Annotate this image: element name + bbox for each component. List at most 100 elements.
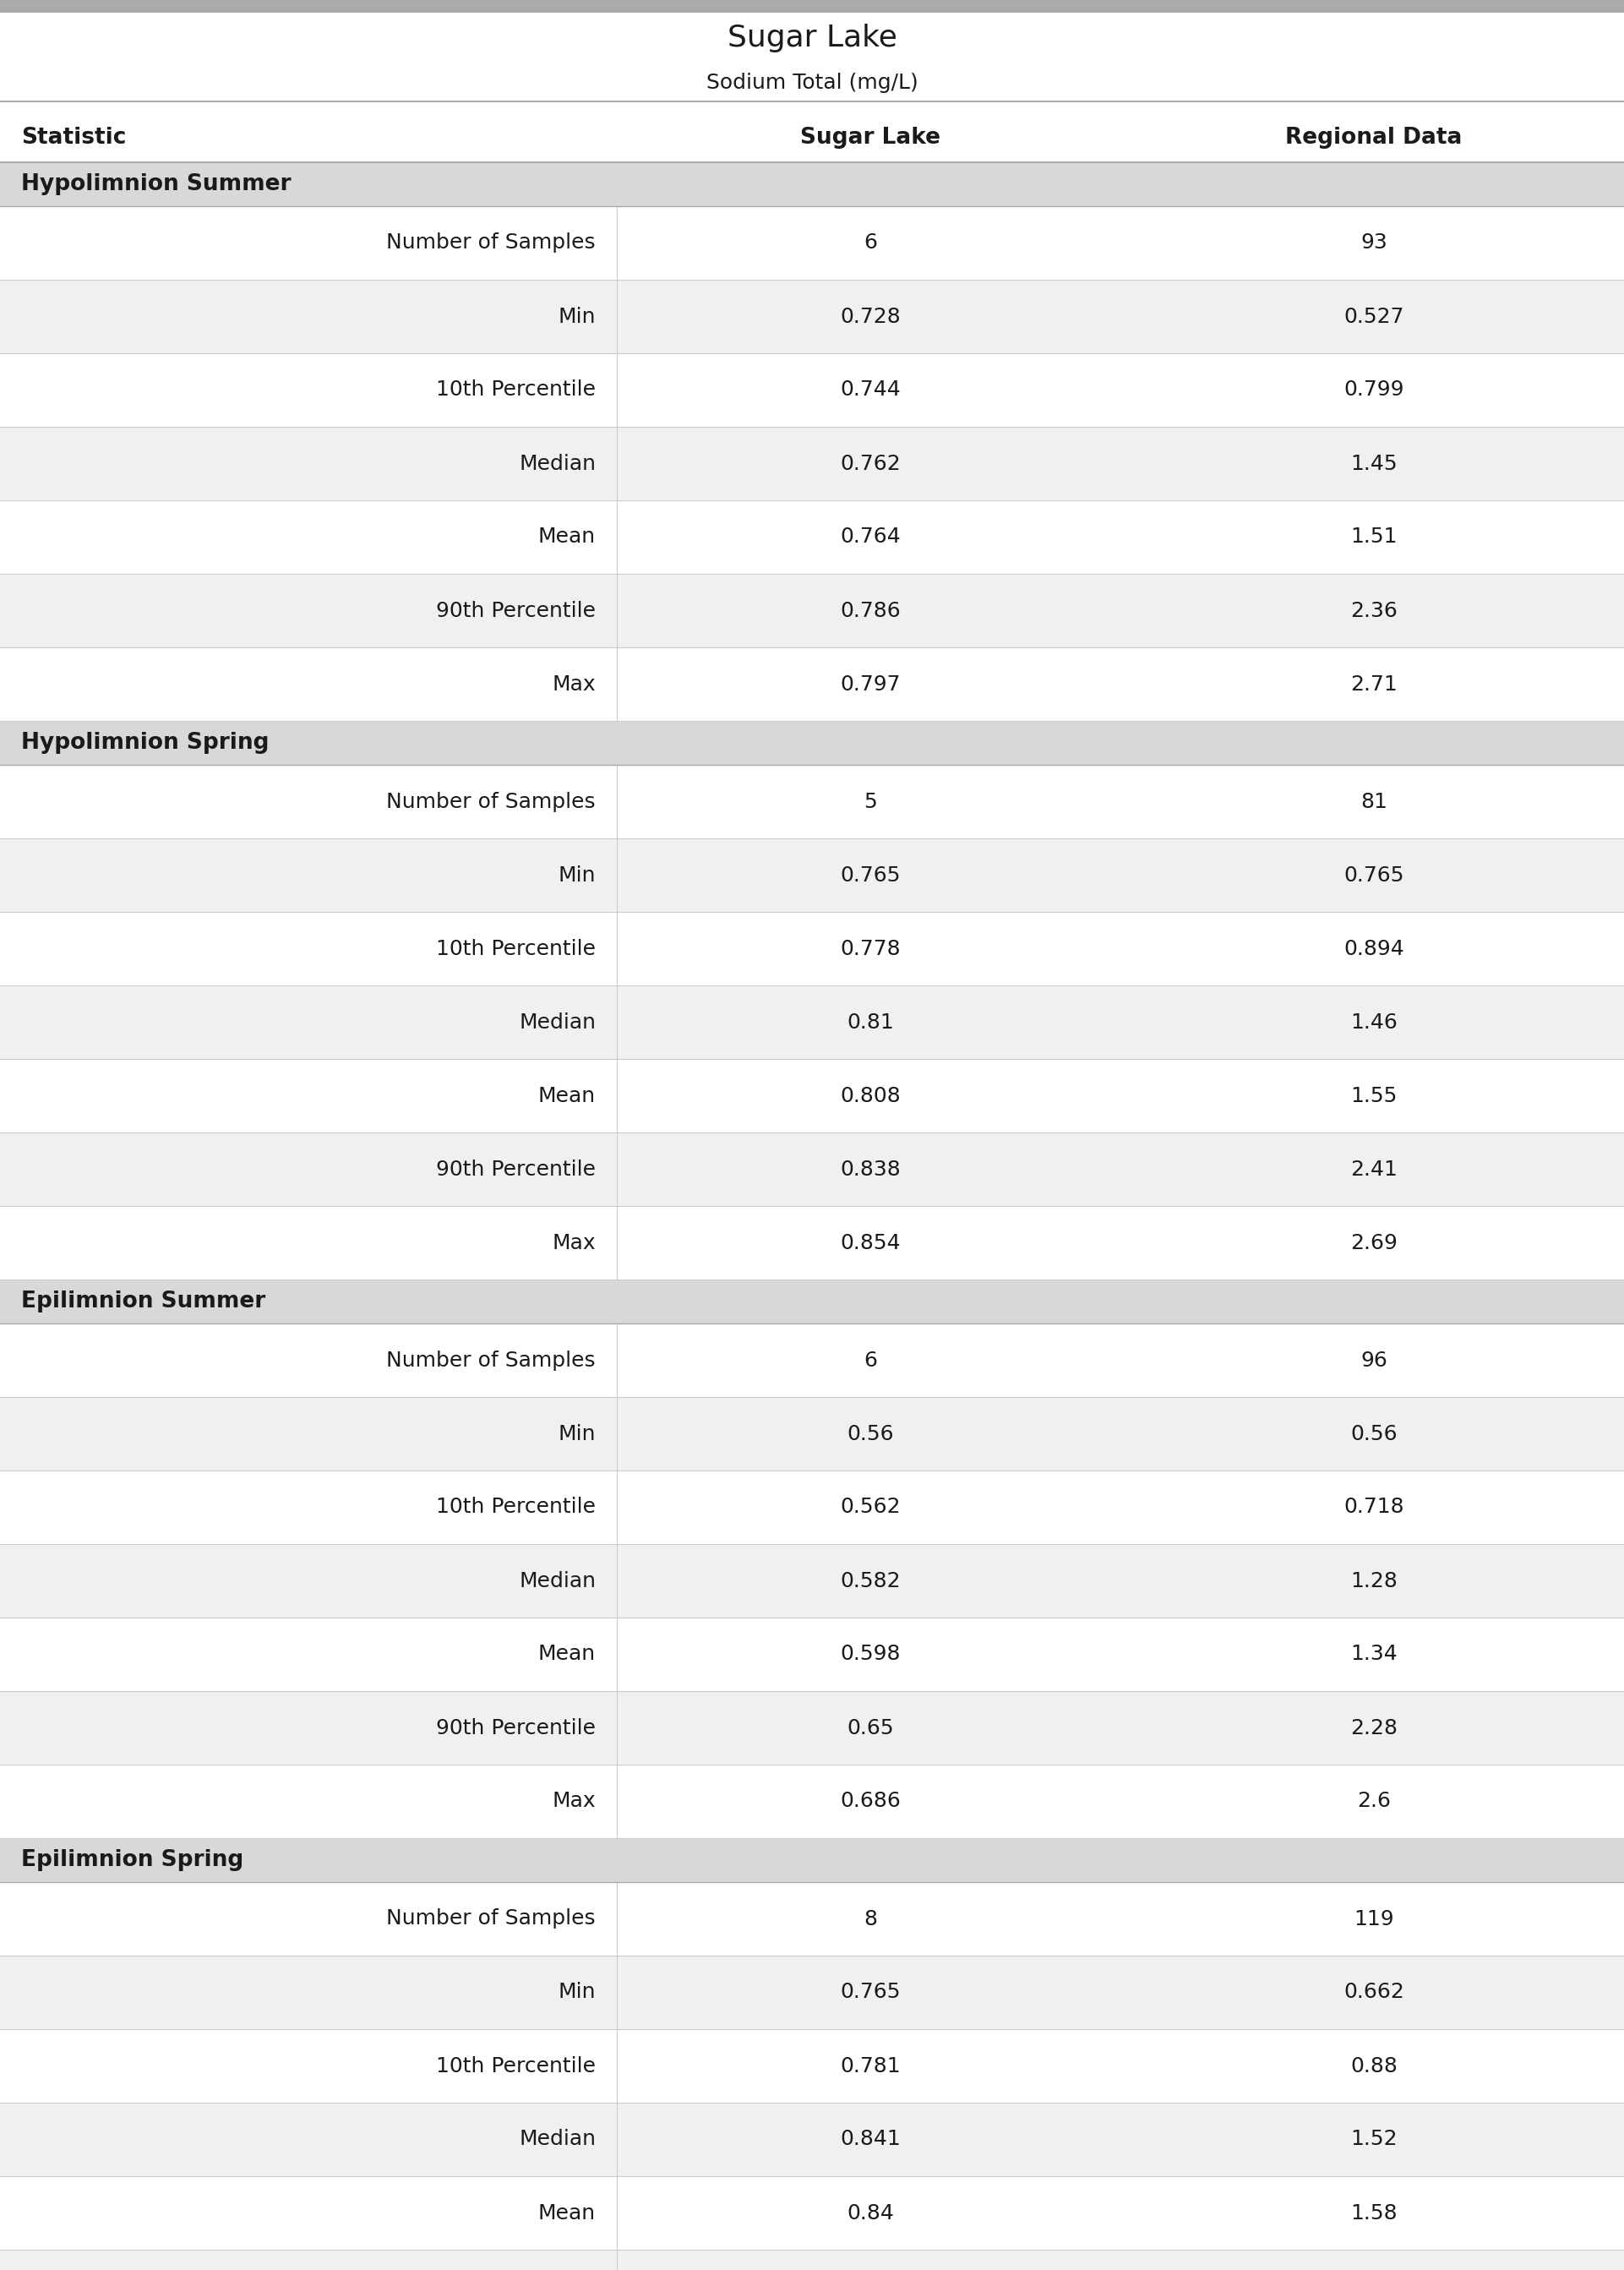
- Bar: [0, 499, 1624, 574]
- Bar: [0, 1396, 1624, 1471]
- Text: Epilimnion Spring: Epilimnion Spring: [21, 1850, 244, 1870]
- Text: Max: Max: [552, 1233, 596, 1253]
- Text: 0.686: 0.686: [840, 1791, 901, 1811]
- Text: Min: Min: [559, 306, 596, 327]
- Text: Epilimnion Summer: Epilimnion Summer: [21, 1292, 266, 1312]
- Text: Hypolimnion Summer: Hypolimnion Summer: [21, 173, 291, 195]
- Text: Median: Median: [518, 1012, 596, 1033]
- Text: 96: 96: [1361, 1351, 1387, 1371]
- Text: 2.71: 2.71: [1350, 674, 1397, 695]
- Text: 1.45: 1.45: [1351, 454, 1397, 474]
- Text: Median: Median: [518, 1571, 596, 1591]
- Text: 1.51: 1.51: [1351, 527, 1397, 547]
- Bar: [0, 207, 1624, 279]
- Text: 1.46: 1.46: [1350, 1012, 1398, 1033]
- Bar: [0, 1619, 1624, 1691]
- Bar: [0, 427, 1624, 499]
- Text: Sodium Total (mg/L): Sodium Total (mg/L): [706, 73, 918, 93]
- Text: Hypolimnion Spring: Hypolimnion Spring: [21, 731, 270, 754]
- Text: 8: 8: [864, 1909, 877, 1930]
- Bar: [0, 1058, 1624, 1133]
- Bar: [0, 1839, 1624, 1882]
- Text: Number of Samples: Number of Samples: [387, 234, 596, 254]
- Bar: [0, 1882, 1624, 1957]
- Text: 1.55: 1.55: [1351, 1085, 1397, 1105]
- Text: 0.84: 0.84: [846, 2202, 893, 2222]
- Text: Mean: Mean: [538, 527, 596, 547]
- Text: 0.56: 0.56: [1351, 1423, 1397, 1444]
- Text: 0.728: 0.728: [840, 306, 901, 327]
- Bar: [0, 2250, 1624, 2270]
- Text: 1.34: 1.34: [1350, 1643, 1397, 1664]
- Text: 6: 6: [864, 234, 877, 254]
- Text: Number of Samples: Number of Samples: [387, 1909, 596, 1930]
- Text: Sugar Lake: Sugar Lake: [728, 23, 896, 52]
- Bar: [0, 161, 1624, 207]
- Bar: [0, 0, 1624, 14]
- Text: 119: 119: [1354, 1909, 1393, 1930]
- Text: 90th Percentile: 90th Percentile: [435, 602, 596, 620]
- Text: Sugar Lake: Sugar Lake: [801, 127, 940, 150]
- Text: Mean: Mean: [538, 1085, 596, 1105]
- Text: Number of Samples: Number of Samples: [387, 792, 596, 813]
- Text: 10th Percentile: 10th Percentile: [435, 2057, 596, 2077]
- Bar: [0, 2029, 1624, 2102]
- Bar: [0, 1471, 1624, 1544]
- Text: 0.527: 0.527: [1343, 306, 1405, 327]
- Bar: [0, 354, 1624, 427]
- Text: 90th Percentile: 90th Percentile: [435, 1718, 596, 1739]
- Text: Statistic: Statistic: [21, 127, 127, 150]
- Bar: [0, 765, 1624, 838]
- Text: 0.778: 0.778: [840, 938, 901, 958]
- Text: Regional Data: Regional Data: [1286, 127, 1462, 150]
- Text: 0.562: 0.562: [840, 1498, 901, 1516]
- Text: 2.41: 2.41: [1350, 1160, 1398, 1180]
- Text: 0.762: 0.762: [840, 454, 901, 474]
- Text: 6: 6: [864, 1351, 877, 1371]
- Text: Min: Min: [559, 865, 596, 885]
- Bar: [0, 574, 1624, 647]
- Text: 2.69: 2.69: [1350, 1233, 1398, 1253]
- Bar: [0, 14, 1624, 114]
- Text: 0.781: 0.781: [840, 2057, 901, 2077]
- Text: 1.58: 1.58: [1351, 2202, 1397, 2222]
- Text: 0.797: 0.797: [840, 674, 901, 695]
- Text: 0.662: 0.662: [1343, 1982, 1405, 2002]
- Text: 0.786: 0.786: [840, 602, 901, 620]
- Text: 0.81: 0.81: [846, 1012, 893, 1033]
- Text: Median: Median: [518, 454, 596, 474]
- Text: Mean: Mean: [538, 2202, 596, 2222]
- Text: 0.765: 0.765: [1343, 865, 1405, 885]
- Text: 0.765: 0.765: [840, 865, 901, 885]
- Text: 0.598: 0.598: [840, 1643, 901, 1664]
- Text: 0.765: 0.765: [840, 1982, 901, 2002]
- Text: 0.582: 0.582: [840, 1571, 901, 1591]
- Text: 0.799: 0.799: [1343, 379, 1405, 400]
- Text: 2.28: 2.28: [1350, 1718, 1398, 1739]
- Bar: [0, 985, 1624, 1058]
- Text: 0.838: 0.838: [840, 1160, 901, 1180]
- Text: Max: Max: [552, 674, 596, 695]
- Text: 0.718: 0.718: [1343, 1498, 1405, 1516]
- Text: 93: 93: [1361, 234, 1387, 254]
- Bar: [0, 2102, 1624, 2177]
- Text: 0.56: 0.56: [846, 1423, 893, 1444]
- Text: 10th Percentile: 10th Percentile: [435, 1498, 596, 1516]
- Bar: [0, 1544, 1624, 1619]
- Text: 0.764: 0.764: [840, 527, 901, 547]
- Bar: [0, 2177, 1624, 2250]
- Text: 0.841: 0.841: [840, 2129, 901, 2150]
- Text: 10th Percentile: 10th Percentile: [435, 379, 596, 400]
- Bar: [0, 1957, 1624, 2029]
- Bar: [0, 647, 1624, 722]
- Text: 0.808: 0.808: [840, 1085, 901, 1105]
- Text: 0.854: 0.854: [840, 1233, 901, 1253]
- Bar: [0, 1764, 1624, 1839]
- Text: 2.6: 2.6: [1358, 1791, 1390, 1811]
- Text: Min: Min: [559, 1423, 596, 1444]
- Bar: [0, 1205, 1624, 1280]
- Text: Min: Min: [559, 1982, 596, 2002]
- Text: 10th Percentile: 10th Percentile: [435, 938, 596, 958]
- Bar: [0, 1133, 1624, 1205]
- Bar: [0, 1280, 1624, 1323]
